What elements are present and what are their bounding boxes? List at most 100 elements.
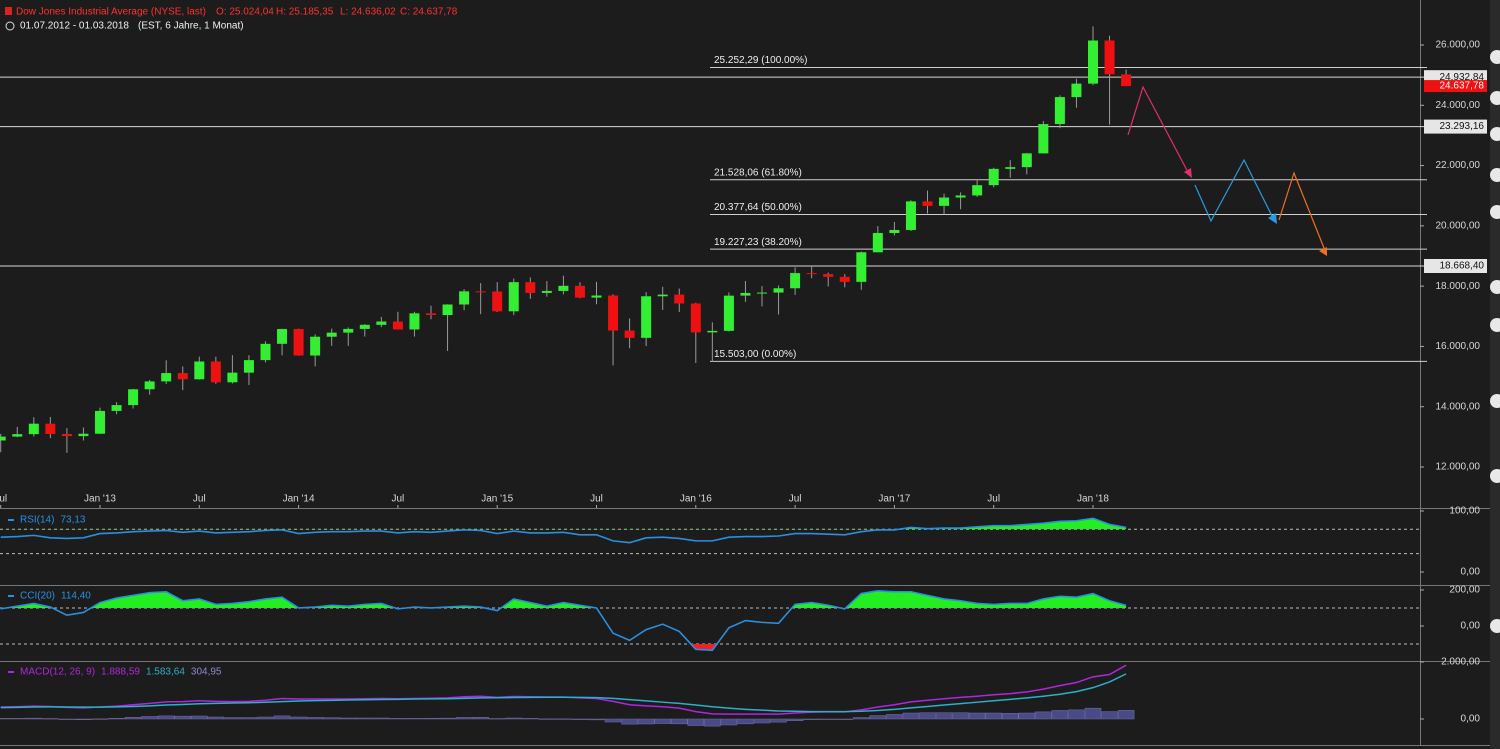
x-tick-label: Jul [0, 494, 7, 505]
histogram-bar [356, 717, 374, 720]
histogram-bar [588, 718, 605, 721]
y-tick-label: 26.000,00 [1436, 40, 1481, 51]
histogram-bar [753, 718, 771, 724]
legend-value: 73,13 [60, 515, 85, 526]
histogram-bar [637, 718, 655, 725]
candle-body [856, 252, 867, 282]
ohlc-high: H: 25.185,35 [276, 7, 334, 18]
level-label-box [1424, 258, 1487, 273]
histogram-bar [786, 718, 804, 721]
candle-body [310, 336, 321, 356]
histogram-bar [604, 718, 622, 723]
histogram-bar [340, 717, 357, 720]
histogram-bar [422, 718, 440, 720]
y-tick-label: 2.000,00 [1441, 657, 1480, 668]
x-tick-label: Jul [789, 494, 802, 505]
candle-body [45, 423, 56, 434]
histogram-bar [538, 718, 556, 720]
candle-body [492, 291, 503, 312]
histogram-bar [25, 717, 43, 720]
chart-title: Dow Jones Industrial Average (NYSE, last… [16, 7, 206, 18]
y-tick-label: 22.000,00 [1436, 160, 1481, 171]
histogram-bar [323, 717, 340, 720]
candle-body [707, 330, 718, 333]
histogram-bar [472, 717, 489, 720]
x-tick-label: Jul [590, 494, 603, 505]
candle-body [740, 292, 751, 296]
period: (EST, 6 Jahre, 1 Monat) [138, 21, 244, 32]
legend-swatch [8, 595, 14, 597]
y-tick-label: 16.000,00 [1436, 341, 1481, 352]
histogram-bar [1117, 710, 1135, 720]
histogram-bar [174, 715, 191, 720]
ohlc-low: L: 24.636,02 [340, 7, 396, 18]
level-label: 23.293,16 [1440, 121, 1485, 132]
candle-body [905, 201, 916, 230]
histogram-bar [1035, 711, 1052, 720]
histogram-bar [1084, 707, 1102, 720]
histogram-bar [968, 712, 986, 720]
y-tick-label: 0,00 [1461, 621, 1481, 632]
histogram-bar [770, 718, 787, 723]
histogram-bar [290, 716, 307, 720]
histogram-bar [141, 716, 158, 720]
candle-body [591, 295, 602, 298]
fibonacci-label: 25.252,29 (100.00%) [714, 55, 807, 66]
candle-body [475, 291, 486, 293]
y-tick-label: 20.000,00 [1436, 221, 1481, 232]
y-tick-label: 100,00 [1449, 506, 1480, 517]
candle-body [1021, 153, 1032, 168]
histogram-bar [985, 712, 1002, 720]
legend-name: CCI(20) [20, 591, 55, 602]
histogram-bar [935, 712, 953, 720]
y-tick-label: 14.000,00 [1436, 401, 1481, 412]
candle-body [674, 294, 685, 304]
candle-body [773, 288, 784, 293]
forecast-drawings [1127, 85, 1327, 256]
histogram-bar [224, 717, 241, 720]
candle-body [574, 285, 585, 298]
histogram-bar [687, 718, 705, 726]
candle-body [641, 296, 652, 338]
x-tick-label: Jan '13 [84, 494, 116, 505]
candle-body [1005, 167, 1016, 169]
candle-body [1104, 40, 1115, 75]
candle-body [1038, 124, 1049, 154]
x-tick-label: Jan '15 [481, 494, 513, 505]
candle-body [723, 295, 734, 331]
histogram-bar [704, 718, 721, 727]
y-tick-label: 18.000,00 [1436, 281, 1481, 292]
candle-body [872, 233, 883, 253]
last-price-label: 24.637,78 [1440, 81, 1485, 92]
fibonacci-label: 21.528,06 (61.80%) [714, 167, 802, 178]
x-tick-label: Jul [193, 494, 206, 505]
candle-body [260, 343, 271, 361]
candle-body [392, 321, 403, 330]
histogram-bar [75, 718, 92, 720]
histogram-bar [58, 718, 76, 720]
histogram-bar [373, 717, 390, 720]
candle-body [459, 291, 470, 305]
candle-body [12, 434, 23, 437]
candle-body [177, 373, 188, 380]
y-tick-label: 12.000,00 [1436, 462, 1481, 473]
candle-body [293, 329, 304, 356]
fibonacci-label: 20.377,64 (50.00%) [714, 202, 802, 213]
histogram-bar [455, 717, 473, 720]
histogram-bar [720, 718, 738, 726]
candle-body [426, 313, 436, 315]
candle-body [409, 313, 420, 330]
last-price-box [1424, 80, 1487, 93]
histogram-bar [1068, 709, 1085, 720]
candle-body [194, 361, 205, 380]
candle-body [442, 304, 453, 315]
candle-body [161, 373, 172, 382]
candle-body [1121, 74, 1132, 87]
legend-name: MACD(12, 26, 9) [20, 667, 95, 678]
indicator-line [0, 517, 1127, 544]
y-tick-label: 0,00 [1461, 714, 1481, 725]
candle-body [889, 229, 900, 234]
plot-area: 12.000,00 14.000,00 16.000,00 18.000,00 20.0… [0, 26, 1487, 727]
